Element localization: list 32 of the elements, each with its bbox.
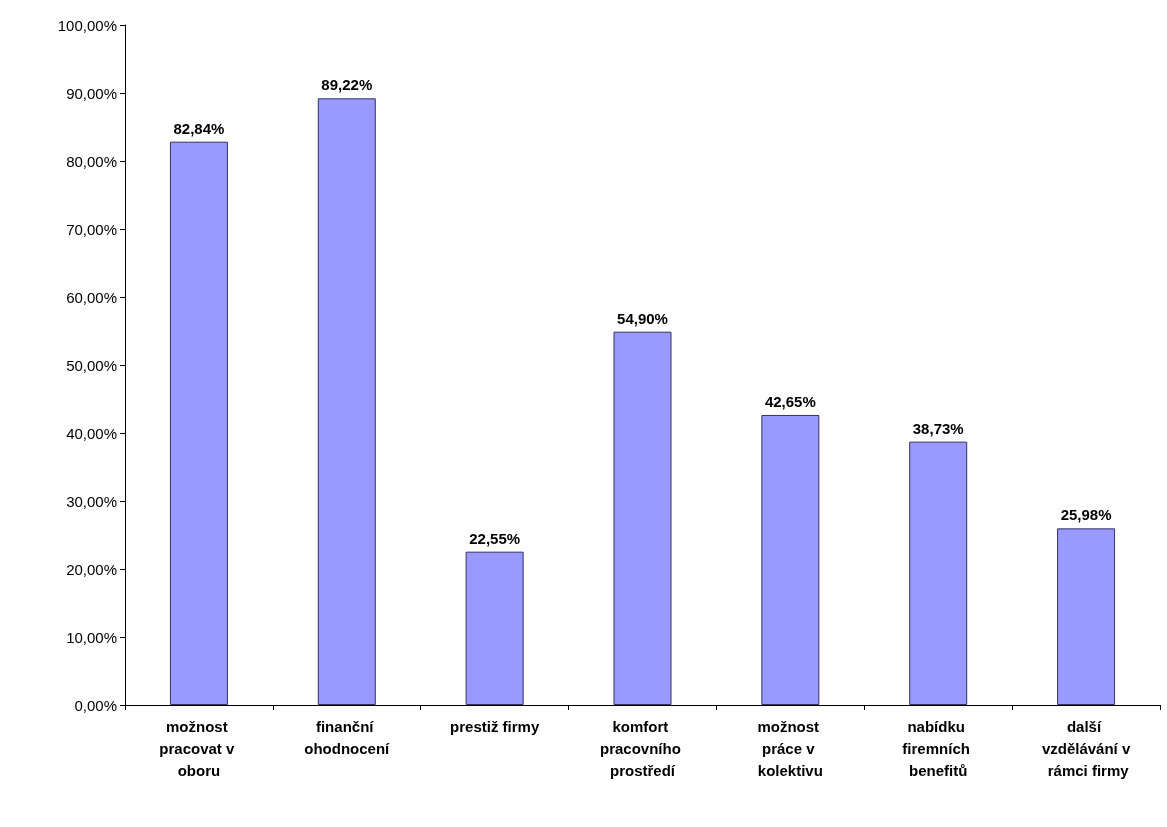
y-tick-label: 10,00% xyxy=(66,628,117,646)
bar xyxy=(1057,528,1116,705)
x-tick-label: možnost pracovat v oboru xyxy=(159,717,239,779)
bar xyxy=(169,141,228,705)
y-tick-label: 50,00% xyxy=(66,356,117,374)
y-tick-label: 20,00% xyxy=(66,560,117,578)
x-tick-label: prestiž firmy xyxy=(450,717,540,735)
x-tick-label: finanční ohodnocení xyxy=(304,717,391,757)
y-tick-label: 40,00% xyxy=(66,424,117,442)
data-label: 42,65% xyxy=(764,392,816,410)
data-label: 82,84% xyxy=(173,119,225,137)
data-label: 22,55% xyxy=(469,529,521,547)
y-tick-label: 60,00% xyxy=(66,288,117,306)
x-tick-label: další vzdělávání v rámci firmy xyxy=(1041,717,1131,779)
data-label: 89,22% xyxy=(321,76,373,94)
y-tick-label: 80,00% xyxy=(66,152,117,170)
x-tick-label: možnost práce v kolektivu xyxy=(757,717,824,779)
y-tick-label: 100,00% xyxy=(57,16,117,34)
data-label: 38,73% xyxy=(912,419,964,437)
y-tick-label: 90,00% xyxy=(66,84,117,102)
y-tick-label: 0,00% xyxy=(74,696,117,714)
x-tick-label: nabídku firemních benefitů xyxy=(902,717,975,779)
bar xyxy=(613,331,672,705)
x-tick-label: komfort pracovního prostředí xyxy=(599,717,686,779)
y-tick-label: 70,00% xyxy=(66,220,117,238)
bar xyxy=(317,98,376,705)
bar xyxy=(465,551,524,705)
bar xyxy=(761,414,820,705)
data-label: 54,90% xyxy=(617,309,668,327)
y-tick-label: 30,00% xyxy=(66,492,117,510)
data-label: 25,98% xyxy=(1060,506,1112,524)
bar xyxy=(909,441,968,705)
